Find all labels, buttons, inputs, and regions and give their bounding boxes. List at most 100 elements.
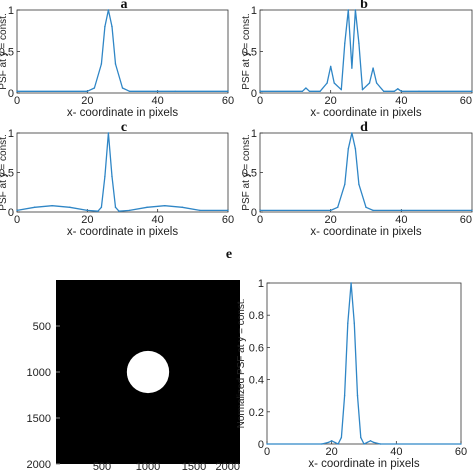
y-axis-label: Normalized PSF at y = const.	[236, 299, 247, 429]
data-point	[368, 82, 371, 84]
data-point	[107, 9, 110, 11]
data-point	[347, 9, 350, 11]
data-point	[128, 209, 131, 212]
x-tick-label: 60	[222, 214, 234, 226]
data-point	[104, 25, 106, 28]
data-point	[199, 209, 201, 212]
image-y-tick-label: 1000	[27, 367, 51, 379]
data-point	[128, 90, 131, 93]
data-point	[393, 90, 395, 93]
data-point	[321, 443, 323, 445]
x-tick-label: 20	[81, 95, 93, 107]
image-x-tick-label: 1000	[136, 461, 160, 473]
data-point	[337, 443, 339, 445]
data-point	[358, 42, 360, 44]
x-tick-label: 0	[257, 214, 263, 226]
y-axis-label: PSF at y = const.	[0, 13, 9, 89]
data-point	[360, 436, 362, 439]
x-tick-label: 0	[14, 214, 20, 226]
x-tick-label: 20	[81, 214, 93, 226]
data-point	[366, 441, 368, 444]
data-point	[69, 206, 71, 208]
data-point	[100, 63, 103, 65]
data-point	[354, 148, 357, 150]
data-point	[365, 206, 367, 208]
x-axis-label: x- coordinate in pixels	[310, 107, 421, 119]
x-tick-label: 40	[152, 95, 164, 107]
y-tick-label: 0	[8, 88, 14, 100]
x-tick-label: 60	[222, 95, 234, 107]
series-line-e-profile	[267, 282, 461, 445]
panel-label-c: c	[121, 120, 127, 135]
y-tick-label: 1	[8, 5, 14, 17]
data-point	[347, 322, 349, 324]
data-point	[358, 183, 360, 186]
x-axis-label: x- coordinate in pixels	[67, 107, 178, 119]
data-point	[181, 206, 183, 208]
data-point	[100, 206, 103, 208]
y-axis-label: PSF at y = const.	[241, 134, 252, 210]
data-point	[104, 175, 106, 178]
data-point	[397, 88, 399, 90]
image-x-tick-label: 1500	[182, 461, 206, 473]
data-point	[343, 395, 346, 397]
data-point	[354, 9, 357, 11]
plot-frame-b	[259, 9, 473, 94]
data-point	[327, 441, 330, 444]
x-tick-label: 20	[325, 95, 337, 107]
data-point	[107, 132, 110, 134]
data-point	[334, 441, 336, 444]
data-point	[418, 90, 420, 93]
data-point	[344, 42, 346, 44]
plot-frame-d	[259, 132, 473, 213]
data-point	[382, 90, 385, 93]
image-x-tick-label: 2000	[216, 461, 240, 473]
x-tick-label: 20	[325, 214, 337, 226]
data-point	[326, 82, 328, 84]
y-tick-label: 1	[251, 128, 257, 140]
data-point	[121, 87, 124, 89]
data-point	[400, 209, 403, 212]
plot-frame-e-profile	[266, 282, 462, 445]
x-tick-label: 40	[395, 214, 407, 226]
y-tick-label: 0	[251, 88, 257, 100]
data-point	[305, 87, 307, 89]
y-tick-label: 1	[251, 5, 257, 17]
image-y-tick-label: 1500	[27, 413, 51, 425]
data-point	[372, 209, 374, 212]
data-point	[86, 209, 89, 212]
y-tick-label: 0.4	[249, 375, 264, 387]
data-point	[51, 204, 53, 207]
y-tick-label: 0.2	[249, 407, 264, 419]
data-point	[86, 90, 89, 93]
x-tick-label: 0	[14, 95, 20, 107]
y-tick-label: 0	[251, 207, 257, 219]
panel-label-e: e	[226, 247, 232, 262]
x-tick-label: 0	[257, 95, 263, 107]
x-tick-label: 40	[395, 95, 407, 107]
data-point	[369, 440, 372, 442]
data-point	[337, 206, 339, 208]
series-line-d	[260, 132, 472, 212]
data-point	[340, 436, 343, 439]
y-tick-label: 1	[258, 278, 264, 290]
data-point	[114, 206, 117, 208]
series-line-a	[17, 9, 228, 92]
data-point	[351, 132, 353, 134]
data-point	[329, 209, 332, 212]
data-point	[379, 443, 381, 445]
data-point	[471, 209, 473, 212]
panel-label-a: a	[121, 0, 128, 12]
data-point	[353, 322, 355, 324]
aperture-disk	[126, 350, 170, 394]
y-tick-label: 1	[8, 128, 14, 140]
data-point	[351, 67, 353, 69]
y-tick-label: 0.8	[249, 310, 264, 322]
data-point	[93, 87, 96, 89]
panel-label-b: b	[360, 0, 368, 12]
image-y-tick-label: 2000	[27, 459, 51, 471]
data-point	[16, 209, 18, 212]
x-tick-label: 0	[264, 446, 270, 458]
data-point	[361, 88, 364, 91]
